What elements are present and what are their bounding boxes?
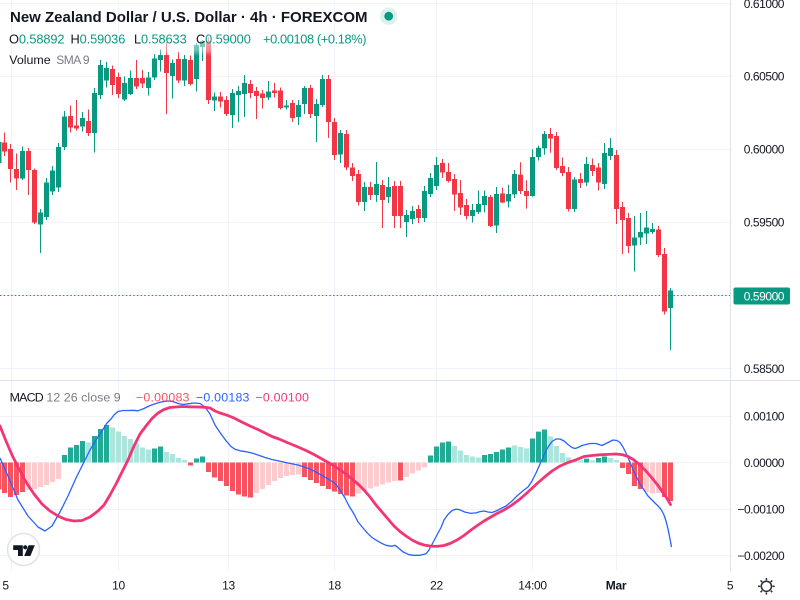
svg-text:−0.00100: −0.00100 bbox=[737, 502, 785, 516]
svg-text:12 26 close 9: 12 26 close 9 bbox=[46, 390, 120, 404]
svg-text:0.58500: 0.58500 bbox=[744, 362, 785, 376]
svg-text:10: 10 bbox=[112, 578, 125, 592]
svg-text:−0.00183: −0.00183 bbox=[196, 390, 250, 404]
svg-text:18: 18 bbox=[328, 578, 341, 592]
svg-text:H0.59036: H0.59036 bbox=[71, 32, 126, 47]
svg-text:5: 5 bbox=[727, 578, 734, 592]
svg-text:C0.59000: C0.59000 bbox=[196, 32, 251, 47]
svg-text:MACD: MACD bbox=[10, 390, 44, 404]
svg-text:22: 22 bbox=[430, 578, 443, 592]
svg-text:0.00100: 0.00100 bbox=[744, 409, 785, 423]
svg-text:0.61000: 0.61000 bbox=[744, 0, 785, 11]
svg-text:−0.00100: −0.00100 bbox=[256, 390, 310, 404]
svg-text:0.00000: 0.00000 bbox=[744, 456, 785, 470]
svg-text:−0.00200: −0.00200 bbox=[737, 549, 785, 563]
svg-text:0.59000: 0.59000 bbox=[744, 290, 785, 304]
svg-text:O0.58892: O0.58892 bbox=[9, 32, 64, 47]
svg-text:13: 13 bbox=[222, 578, 235, 592]
svg-text:14:00: 14:00 bbox=[518, 578, 547, 592]
svg-text:−0.00083: −0.00083 bbox=[136, 390, 190, 404]
svg-text:L0.58633: L0.58633 bbox=[134, 32, 187, 47]
svg-text:Volume: Volume bbox=[9, 53, 50, 67]
svg-text:+0.00108 (+0.18%): +0.00108 (+0.18%) bbox=[263, 32, 366, 47]
svg-text:5: 5 bbox=[2, 578, 9, 592]
svg-text:0.59500: 0.59500 bbox=[744, 215, 785, 229]
svg-text:New Zealand Dollar / U.S. Doll: New Zealand Dollar / U.S. Dollar · 4h · … bbox=[10, 9, 368, 26]
svg-text:0.60500: 0.60500 bbox=[744, 69, 785, 83]
svg-text:Mar: Mar bbox=[606, 578, 627, 592]
svg-text:0.60000: 0.60000 bbox=[744, 142, 785, 156]
svg-text:SMA 9: SMA 9 bbox=[56, 53, 90, 67]
